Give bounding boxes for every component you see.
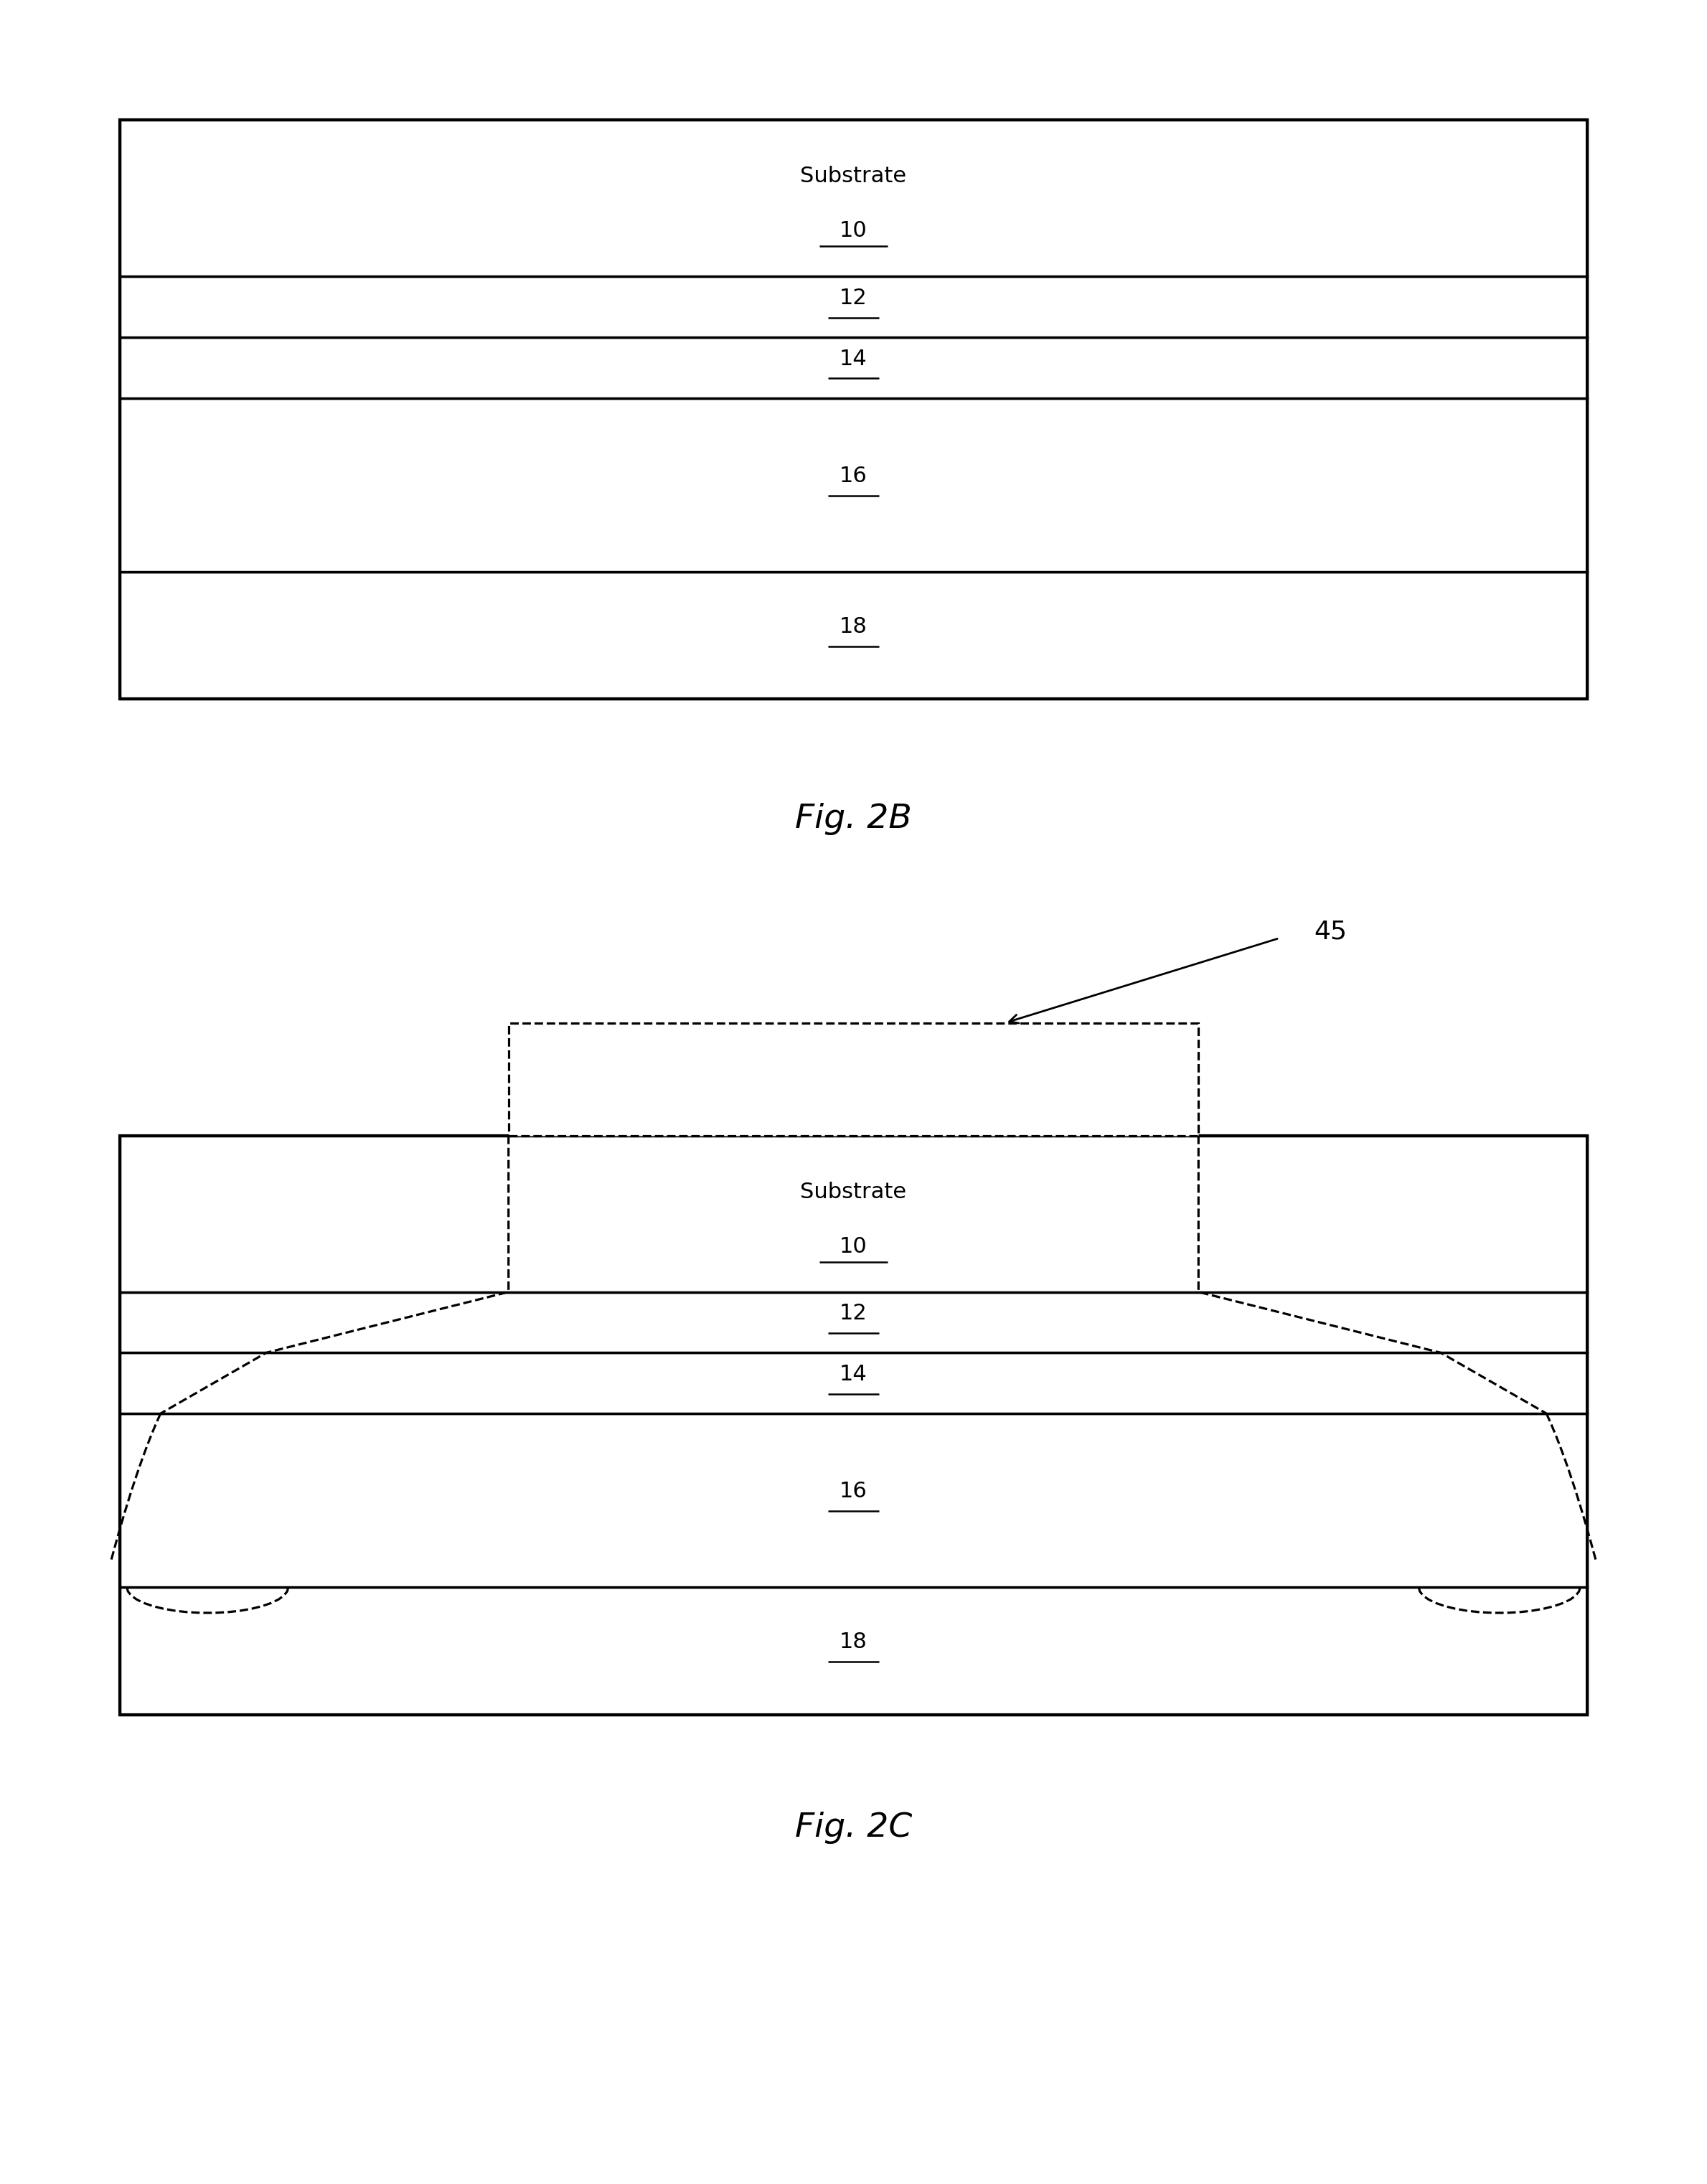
Bar [119, 572, 1588, 699]
Text: 18: 18 [840, 1631, 867, 1653]
Text: 12: 12 [840, 288, 867, 308]
Bar [119, 120, 1588, 699]
Bar [119, 1413, 1588, 1588]
Bar [119, 1293, 1588, 1352]
Bar [119, 1352, 1588, 1413]
Text: 10: 10 [840, 1236, 867, 1258]
Bar [119, 336, 1588, 397]
Text: 18: 18 [840, 616, 867, 638]
Bar [119, 120, 1588, 277]
Bar [509, 1022, 1198, 1136]
Text: Substrate: Substrate [801, 166, 906, 188]
Text: 14: 14 [840, 349, 867, 369]
Text: 45: 45 [1314, 919, 1347, 943]
Text: 16: 16 [840, 1481, 867, 1503]
Text: 10: 10 [840, 221, 867, 242]
Text: 14: 14 [840, 1365, 867, 1385]
Bar [119, 397, 1588, 572]
Bar [119, 1588, 1588, 1714]
Text: Fig. 2C: Fig. 2C [795, 1813, 912, 1843]
Bar [119, 1136, 1588, 1714]
Text: Substrate: Substrate [801, 1182, 906, 1203]
Text: Fig. 2B: Fig. 2B [795, 804, 912, 834]
Text: 12: 12 [840, 1304, 867, 1324]
Text: 16: 16 [840, 465, 867, 487]
Bar [119, 277, 1588, 336]
Bar [119, 1136, 1588, 1293]
